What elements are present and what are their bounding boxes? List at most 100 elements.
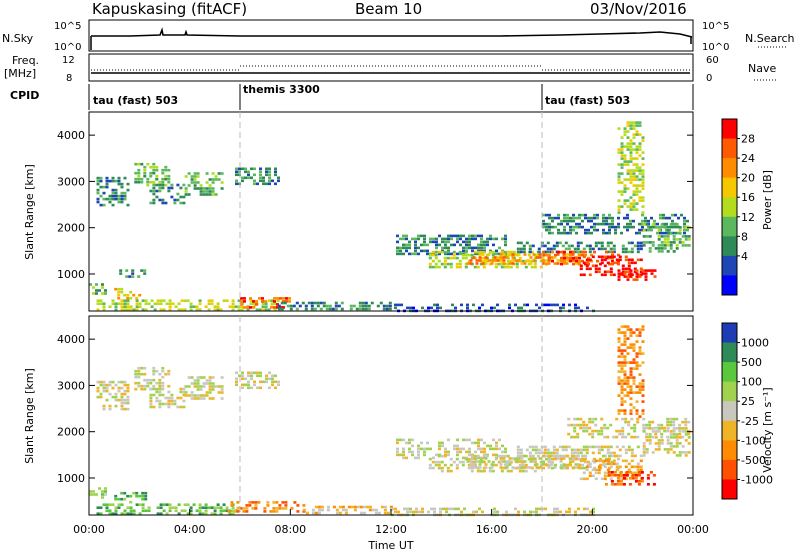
data-pixel: [470, 256, 474, 260]
data-pixel: [155, 381, 159, 385]
data-pixel: [638, 199, 642, 202]
data-pixel: [621, 270, 625, 274]
data-pixel: [636, 445, 640, 449]
data-pixel: [114, 305, 118, 308]
data-pixel: [675, 433, 679, 436]
data-pixel: [502, 262, 506, 265]
data-pixel: [117, 380, 121, 384]
data-pixel: [482, 250, 486, 254]
data-pixel: [186, 512, 190, 515]
data-pixel: [411, 450, 414, 454]
colorbar-tick-label: 20: [741, 172, 755, 185]
data-pixel: [176, 183, 180, 187]
data-pixel: [686, 228, 689, 232]
data-pixel: [623, 199, 627, 202]
data-pixel: [553, 256, 557, 259]
data-pixel: [581, 457, 584, 461]
data-pixel: [523, 253, 527, 256]
data-pixel: [268, 170, 271, 174]
data-pixel: [605, 250, 608, 254]
data-pixel: [471, 237, 474, 241]
data-pixel: [626, 325, 630, 328]
data-pixel: [344, 511, 348, 515]
colorbar-segment: [722, 177, 737, 198]
data-pixel: [396, 234, 399, 238]
data-pixel: [111, 380, 115, 384]
data-pixel: [431, 259, 435, 263]
data-pixel: [684, 238, 688, 241]
data-pixel: [189, 305, 193, 308]
data-pixel: [207, 308, 211, 311]
data-pixel: [633, 429, 637, 433]
data-pixel: [603, 454, 607, 458]
data-pixel: [566, 219, 569, 223]
data-pixel: [591, 445, 595, 449]
data-pixel: [335, 508, 339, 512]
data-pixel: [120, 404, 124, 408]
data-pixel: [638, 352, 642, 355]
data-pixel: [126, 299, 130, 302]
data-pixel: [137, 168, 141, 172]
data-pixel: [636, 241, 640, 245]
data-pixel: [603, 258, 607, 262]
data-pixel: [541, 256, 545, 259]
data-pixel: [672, 417, 676, 421]
data-pixel: [672, 423, 676, 427]
data-pixel: [627, 270, 631, 274]
data-pixel: [189, 302, 193, 305]
data-pixel: [597, 465, 601, 469]
data-pixel: [575, 259, 578, 263]
data-pixel: [534, 445, 538, 449]
data-pixel: [659, 216, 662, 220]
data-pixel: [681, 420, 685, 424]
data-pixel: [629, 385, 633, 388]
scatter-region: [227, 501, 306, 513]
data-pixel: [480, 438, 483, 442]
data-pixel: [235, 383, 238, 387]
data-pixel: [573, 451, 577, 455]
data-pixel: [108, 509, 112, 512]
data-pixel: [638, 222, 641, 226]
data-pixel: [645, 241, 649, 244]
data-pixel: [669, 445, 673, 448]
data-pixel: [150, 305, 154, 308]
data-pixel: [632, 346, 636, 349]
data-pixel: [668, 225, 671, 229]
data-pixel: [253, 182, 256, 186]
data-pixel: [635, 412, 639, 415]
data-pixel: [548, 225, 551, 229]
data-pixel: [356, 505, 360, 509]
data-pixel: [334, 307, 338, 311]
data-pixel: [534, 451, 538, 455]
data-pixel: [632, 379, 636, 382]
data-pixel: [645, 451, 649, 454]
data-pixel: [642, 448, 646, 451]
data-pixel: [631, 474, 635, 477]
data-pixel: [599, 457, 602, 461]
data-pixel: [415, 510, 418, 514]
data-pixel: [623, 325, 627, 328]
data-pixel: [190, 178, 194, 181]
data-pixel: [214, 385, 218, 388]
data-pixel: [602, 216, 605, 220]
data-pixel: [120, 182, 124, 186]
colorbar-frame: [721, 322, 738, 500]
data-pixel: [614, 228, 617, 232]
data-pixel: [529, 460, 533, 463]
data-pixel: [666, 448, 670, 451]
data-pixel: [199, 193, 203, 196]
data-pixel: [591, 417, 595, 421]
data-pixel: [417, 453, 420, 457]
data-pixel: [626, 216, 629, 220]
data-pixel: [650, 272, 654, 275]
data-pixel: [174, 509, 178, 512]
data-pixel: [414, 456, 417, 460]
data-pixel: [545, 222, 548, 226]
data-pixel: [310, 304, 314, 308]
data-pixel: [95, 289, 98, 292]
data-pixel: [399, 246, 402, 250]
data-pixel: [459, 237, 462, 241]
data-pixel: [575, 216, 578, 220]
data-pixel: [548, 253, 551, 257]
data-pixel: [126, 494, 130, 498]
